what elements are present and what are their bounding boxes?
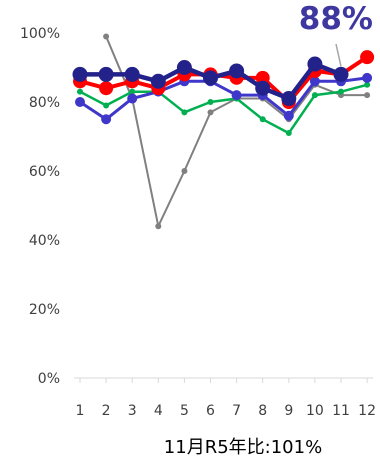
data-point: [283, 110, 294, 121]
data-point: [255, 70, 270, 85]
y-tick-label: 20%: [29, 302, 60, 318]
x-tick-label: 4: [154, 403, 163, 419]
x-axis: 1 2 3 4 5 6 7 8 9 10 11 12: [74, 377, 376, 419]
data-point: [203, 70, 218, 86]
data-point: [155, 223, 162, 230]
data-point: [364, 81, 371, 88]
data-point: [307, 56, 323, 72]
data-point: [103, 102, 110, 109]
x-tick-label: 2: [102, 403, 111, 419]
data-point: [338, 88, 344, 95]
data-point: [150, 73, 166, 89]
y-tick-label: 40%: [29, 233, 60, 249]
callout-group: 88%: [299, 1, 373, 67]
data-point: [99, 81, 114, 96]
data-point: [281, 91, 297, 107]
data-point: [231, 90, 242, 101]
data-point: [309, 76, 320, 87]
data-point: [207, 109, 214, 116]
data-point: [360, 50, 375, 65]
callout-leader-line: [335, 43, 342, 67]
series-5: [72, 56, 349, 107]
data-point: [229, 63, 245, 79]
x-tick-label: 11: [332, 403, 350, 419]
x-tick-label: 9: [284, 403, 293, 419]
x-tick-label: 3: [128, 403, 137, 419]
x-tick-label: 8: [258, 403, 267, 419]
data-point: [127, 93, 138, 104]
data-point: [77, 88, 83, 95]
y-tick-label: 80%: [29, 95, 60, 111]
data-point: [333, 66, 349, 82]
data-point: [129, 88, 136, 95]
data-point: [207, 99, 214, 105]
x-tick-label: 10: [306, 403, 324, 419]
data-point: [362, 72, 373, 83]
data-point: [181, 168, 188, 174]
series-lines: [72, 33, 375, 230]
data-point: [75, 97, 85, 107]
y-tick-label: 100%: [20, 26, 60, 42]
series-1: [103, 33, 371, 230]
data-point: [181, 109, 188, 116]
y-tick-label: 60%: [29, 164, 60, 180]
data-point: [176, 60, 192, 75]
x-tick-label: 12: [358, 403, 376, 419]
data-point: [72, 66, 88, 82]
data-point: [285, 130, 292, 137]
x-tick-label: 5: [180, 403, 189, 419]
series-3: [75, 72, 373, 125]
x-tick-label: 1: [76, 403, 85, 419]
data-point: [124, 66, 140, 82]
data-point: [259, 116, 266, 123]
callout-value-label: 88%: [299, 1, 373, 37]
data-point: [255, 80, 271, 96]
data-point: [103, 33, 110, 40]
series-line: [79, 83, 368, 135]
data-point: [364, 92, 371, 99]
data-point: [311, 92, 318, 99]
x-tick-label: 6: [206, 403, 215, 419]
y-tick-label: 0%: [38, 371, 60, 387]
data-point: [101, 114, 112, 125]
data-point: [98, 66, 114, 82]
footer-comparison-label: 11月R5年比:101%: [164, 437, 322, 458]
x-tick-label: 7: [232, 403, 241, 419]
y-axis-labels: 0% 20% 40% 60% 80% 100%: [20, 26, 60, 387]
